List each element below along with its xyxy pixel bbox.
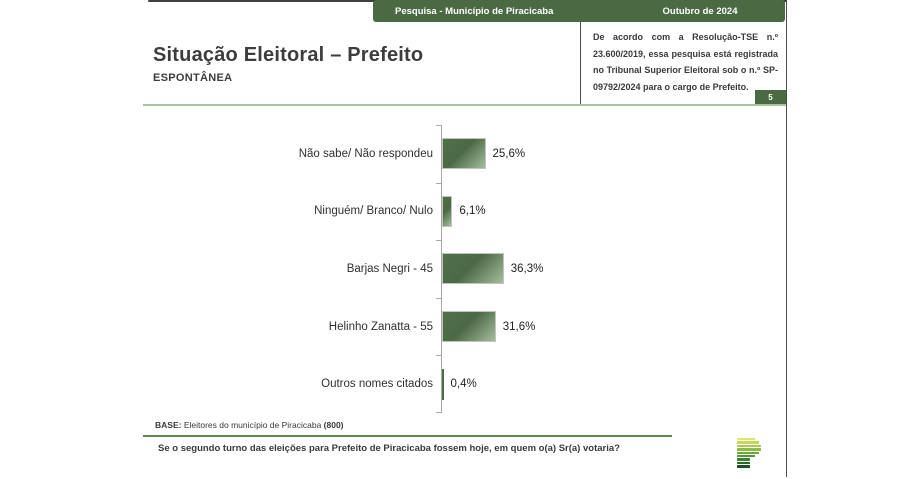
axis-tick — [436, 182, 441, 184]
legal-notice-text: De acordo com a Resolução-TSE n.º 23.600… — [593, 32, 778, 92]
value-label: 6,1% — [459, 205, 486, 218]
bar — [442, 195, 453, 227]
axis-tick — [436, 355, 441, 357]
bar-chart: Não sabe/ Não respondeu 25,6% Ninguém/ Bra… — [0, 125, 790, 413]
value-label: 25,6% — [492, 147, 526, 160]
logo-stripe — [737, 438, 755, 441]
legal-notice-box: De acordo com a Resolução-TSE n.º 23.600… — [580, 22, 786, 104]
value-label: 36,3% — [510, 262, 544, 275]
logo-stripe — [737, 465, 750, 468]
axis-tick — [436, 125, 441, 126]
page-title: Situação Eleitoral – Prefeito — [153, 44, 424, 66]
logo-stripe — [737, 441, 759, 444]
logo-stripe — [737, 454, 755, 458]
bar-row: Helinho Zanatta - 55 31,6% — [0, 298, 790, 356]
base-prefix: BASE: — [155, 420, 182, 430]
category-label: Helinho Zanatta - 55 — [328, 320, 433, 333]
title-block: Situação Eleitoral – Prefeito ESPONTÂNEA — [153, 44, 423, 84]
base-count: (800) — [323, 420, 344, 430]
bar — [442, 311, 496, 343]
axis-tick — [436, 297, 441, 299]
logo-stripe — [737, 461, 750, 465]
chart-axis-line — [441, 125, 442, 413]
base-text: Eleitores do município de Piracicaba — [181, 420, 324, 430]
bar — [442, 368, 444, 400]
bar-row: Barjas Negri - 45 36,3% — [0, 240, 790, 298]
survey-question: Se o segundo turno das eleições para Pre… — [158, 443, 620, 454]
value-label: 31,6% — [502, 320, 536, 333]
category-label: Barjas Negri - 45 — [346, 262, 433, 275]
footer-divider-rule — [143, 435, 672, 437]
category-label: Ninguém/ Branco/ Nulo — [314, 205, 433, 218]
base-note: BASE: Eleitores do município de Piracica… — [155, 420, 344, 430]
axis-tick — [436, 240, 441, 242]
header-bar: Pesquisa - Município de Piracicaba Outub… — [373, 0, 785, 22]
stacked-bars-logo — [737, 438, 765, 469]
logo-stripe — [737, 444, 761, 448]
logo-stripe — [737, 451, 759, 454]
logo-stripe — [737, 458, 750, 461]
category-label: Outros nomes citados — [321, 378, 433, 391]
bar-row: Ninguém/ Branco/ Nulo 6,1% — [0, 183, 790, 241]
axis-tick — [436, 412, 441, 413]
header-date-label: Outubro de 2024 — [662, 5, 738, 17]
page-subtitle: ESPONTÂNEA — [153, 72, 233, 84]
logo-stripe — [737, 448, 761, 451]
category-label: Não sabe/ Não respondeu — [298, 147, 433, 160]
value-label: 0,4% — [450, 378, 477, 391]
header-divider-rule — [143, 104, 786, 106]
bar — [442, 253, 504, 285]
right-border-line — [786, 0, 787, 477]
header-survey-label: Pesquisa - Município de Piracicaba — [395, 5, 554, 17]
bar — [442, 138, 486, 170]
bar-row: Outros nomes citados 0,4% — [0, 355, 790, 413]
page-number-badge: 5 — [755, 90, 786, 104]
bar-row: Não sabe/ Não respondeu 25,6% — [0, 125, 790, 183]
